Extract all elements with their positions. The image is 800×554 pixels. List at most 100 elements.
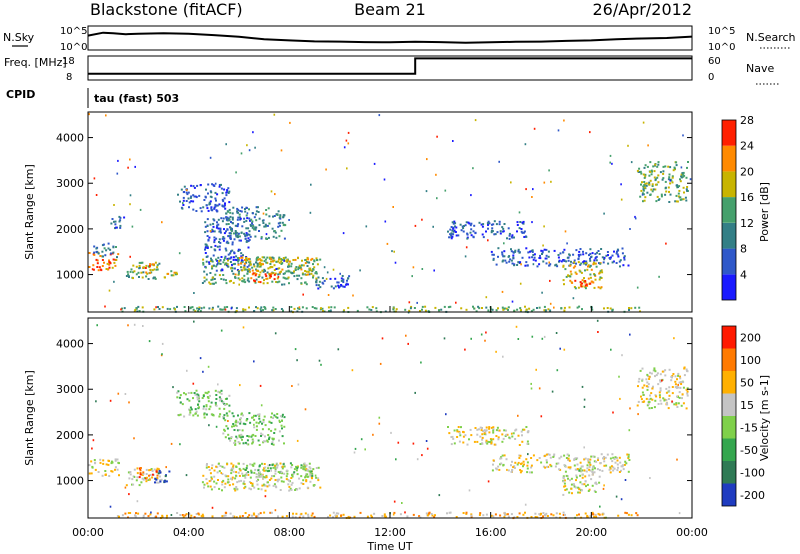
- range-gate-cell: [292, 271, 295, 274]
- range-gate-cell: [243, 480, 246, 483]
- range-gate-cell: [213, 469, 216, 472]
- range-gate-cell: [345, 282, 348, 285]
- range-gate-cell: [687, 161, 689, 163]
- range-gate-cell: [291, 515, 294, 518]
- range-gate-cell: [149, 469, 152, 471]
- range-gate-cell: [242, 280, 245, 283]
- range-gate-cell: [198, 308, 200, 310]
- range-gate-cell: [225, 262, 228, 265]
- range-gate-cell: [531, 256, 534, 259]
- range-gate-cell: [599, 262, 602, 265]
- range-gate-cell: [532, 263, 535, 266]
- range-gate-cell: [685, 188, 688, 191]
- range-gate-cell: [543, 305, 546, 308]
- range-gate-cell: [247, 471, 250, 474]
- range-gate-cell: [640, 189, 643, 192]
- range-gate-cell: [260, 236, 263, 239]
- range-gate-cell: [142, 325, 144, 327]
- range-gate-cell: [507, 309, 509, 311]
- range-gate-cell: [640, 398, 643, 401]
- colorbar-segment: [722, 483, 736, 506]
- range-gate-cell: [223, 237, 226, 240]
- range-gate-cell: [246, 279, 249, 282]
- range-gate-cell: [229, 237, 232, 240]
- range-gate-cell: [612, 469, 615, 472]
- range-gate-cell: [303, 465, 306, 468]
- range-gate-cell: [569, 467, 572, 470]
- range-gate-cell: [644, 164, 647, 167]
- range-gate-cell: [206, 482, 209, 485]
- range-gate-cell: [310, 258, 313, 261]
- range-gate-cell: [544, 514, 547, 517]
- range-gate-cell: [620, 465, 623, 468]
- range-gate-cell: [519, 469, 522, 471]
- range-gate-cell: [283, 425, 286, 428]
- range-gate-cell: [241, 206, 244, 209]
- range-gate-cell: [636, 514, 639, 517]
- range-gate-cell: [479, 426, 482, 429]
- range-gate-cell: [209, 156, 212, 159]
- range-gate-cell: [127, 166, 129, 169]
- range-gate-cell: [154, 481, 156, 484]
- range-gate-cell: [217, 262, 220, 265]
- range-gate-cell: [129, 203, 131, 206]
- range-gate-cell: [216, 221, 218, 224]
- range-gate-cell: [577, 491, 580, 494]
- range-gate-cell: [474, 119, 477, 122]
- range-gate-cell: [530, 516, 533, 518]
- range-gate-cell: [620, 469, 622, 472]
- range-gate-cell: [153, 276, 156, 279]
- range-gate-cell: [313, 307, 316, 310]
- colorbar-segment: [722, 461, 736, 484]
- range-gate-cell: [372, 433, 374, 436]
- range-gate-cell: [578, 305, 581, 308]
- range-gate-cell: [250, 224, 252, 227]
- range-gate-cell: [620, 498, 623, 501]
- range-gate-cell: [231, 249, 234, 252]
- range-gate-cell: [587, 458, 590, 461]
- range-gate-cell: [597, 331, 599, 333]
- range-gate-cell: [104, 305, 106, 308]
- range-gate-cell: [449, 233, 452, 236]
- range-gate-cell: [496, 426, 499, 429]
- range-gate-cell: [419, 310, 421, 312]
- range-gate-cell: [578, 255, 581, 258]
- range-gate-cell: [247, 227, 250, 230]
- range-gate-cell: [213, 475, 216, 478]
- range-gate-cell: [290, 483, 293, 486]
- range-gate-cell: [205, 478, 208, 481]
- colorbar-tick-label: 200: [740, 331, 761, 344]
- range-gate-cell: [593, 273, 596, 276]
- range-gate-cell: [211, 282, 214, 285]
- range-gate-cell: [108, 263, 111, 266]
- range-gate-cell: [255, 473, 258, 476]
- range-gate-cell: [257, 276, 260, 278]
- range-gate-cell: [603, 457, 606, 460]
- range-gate-cell: [325, 168, 327, 171]
- range-gate-cell: [343, 285, 346, 288]
- range-gate-cell: [526, 264, 529, 267]
- range-gate-cell: [554, 465, 557, 468]
- range-gate-cell: [204, 195, 207, 198]
- range-gate-cell: [114, 466, 117, 469]
- range-gate-cell: [228, 232, 231, 235]
- range-gate-cell: [233, 515, 236, 518]
- range-gate-cell: [237, 216, 240, 219]
- range-gate-cell: [291, 481, 294, 484]
- range-gate-cell: [158, 475, 161, 478]
- range-gate-cell: [541, 251, 544, 254]
- range-gate-cell: [261, 219, 264, 222]
- range-gate-cell: [621, 247, 624, 250]
- range-gate-cell: [458, 431, 461, 434]
- range-gate-cell: [148, 474, 150, 477]
- range-gate-cell: [323, 266, 326, 269]
- range-gate-cell: [268, 215, 271, 218]
- range-gate-cell: [590, 268, 593, 271]
- range-gate-cell: [364, 448, 366, 451]
- range-gate-cell: [269, 263, 272, 265]
- range-gate-cell: [221, 515, 224, 518]
- range-gate-cell: [525, 426, 528, 428]
- range-gate-cell: [269, 274, 272, 277]
- range-gate-cell: [492, 429, 495, 432]
- range-gate-cell: [315, 277, 318, 280]
